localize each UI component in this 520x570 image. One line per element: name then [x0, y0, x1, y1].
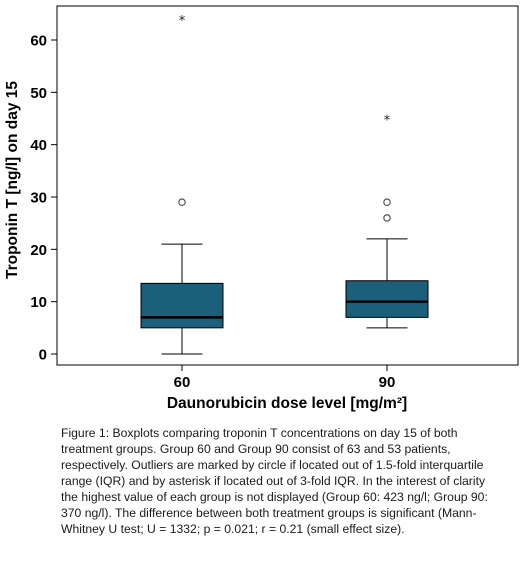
y-tick-label-20: 20 — [30, 242, 47, 259]
outlier-circle — [383, 198, 391, 207]
y-tick-label-30: 30 — [30, 190, 47, 207]
plot-frame — [56, 5, 519, 366]
y-tick-label-40: 40 — [30, 137, 47, 154]
x-axis: 60 90 — [174, 365, 396, 391]
x-tick-label-60: 60 — [174, 374, 191, 391]
y-tick-label-0: 0 — [39, 347, 47, 364]
outlier-circle — [383, 214, 391, 222]
x-tick-label-90: 90 — [379, 374, 396, 391]
x-axis-title: Daunorubicin dose level [mg/m²] — [167, 395, 407, 412]
box-series: ** — [140, 14, 429, 355]
y-axis-title: Troponin T [ng/l] on day 15 — [4, 81, 21, 279]
figure-caption: Figure 1: Boxplots comparing troponin T … — [61, 426, 488, 536]
y-tick-label-60: 60 — [30, 33, 47, 50]
iqr-box — [140, 282, 224, 329]
box-group-60: * — [140, 14, 224, 355]
outlier-star: * — [179, 14, 186, 29]
box-group-90: * — [345, 114, 429, 329]
y-tick-label-50: 50 — [30, 85, 47, 102]
outlier-circle — [178, 198, 186, 207]
outlier-star: * — [384, 114, 391, 129]
y-tick-label-10: 10 — [30, 294, 47, 311]
y-axis: 0 10 20 30 40 50 60 — [30, 33, 57, 364]
iqr-box — [345, 280, 429, 318]
